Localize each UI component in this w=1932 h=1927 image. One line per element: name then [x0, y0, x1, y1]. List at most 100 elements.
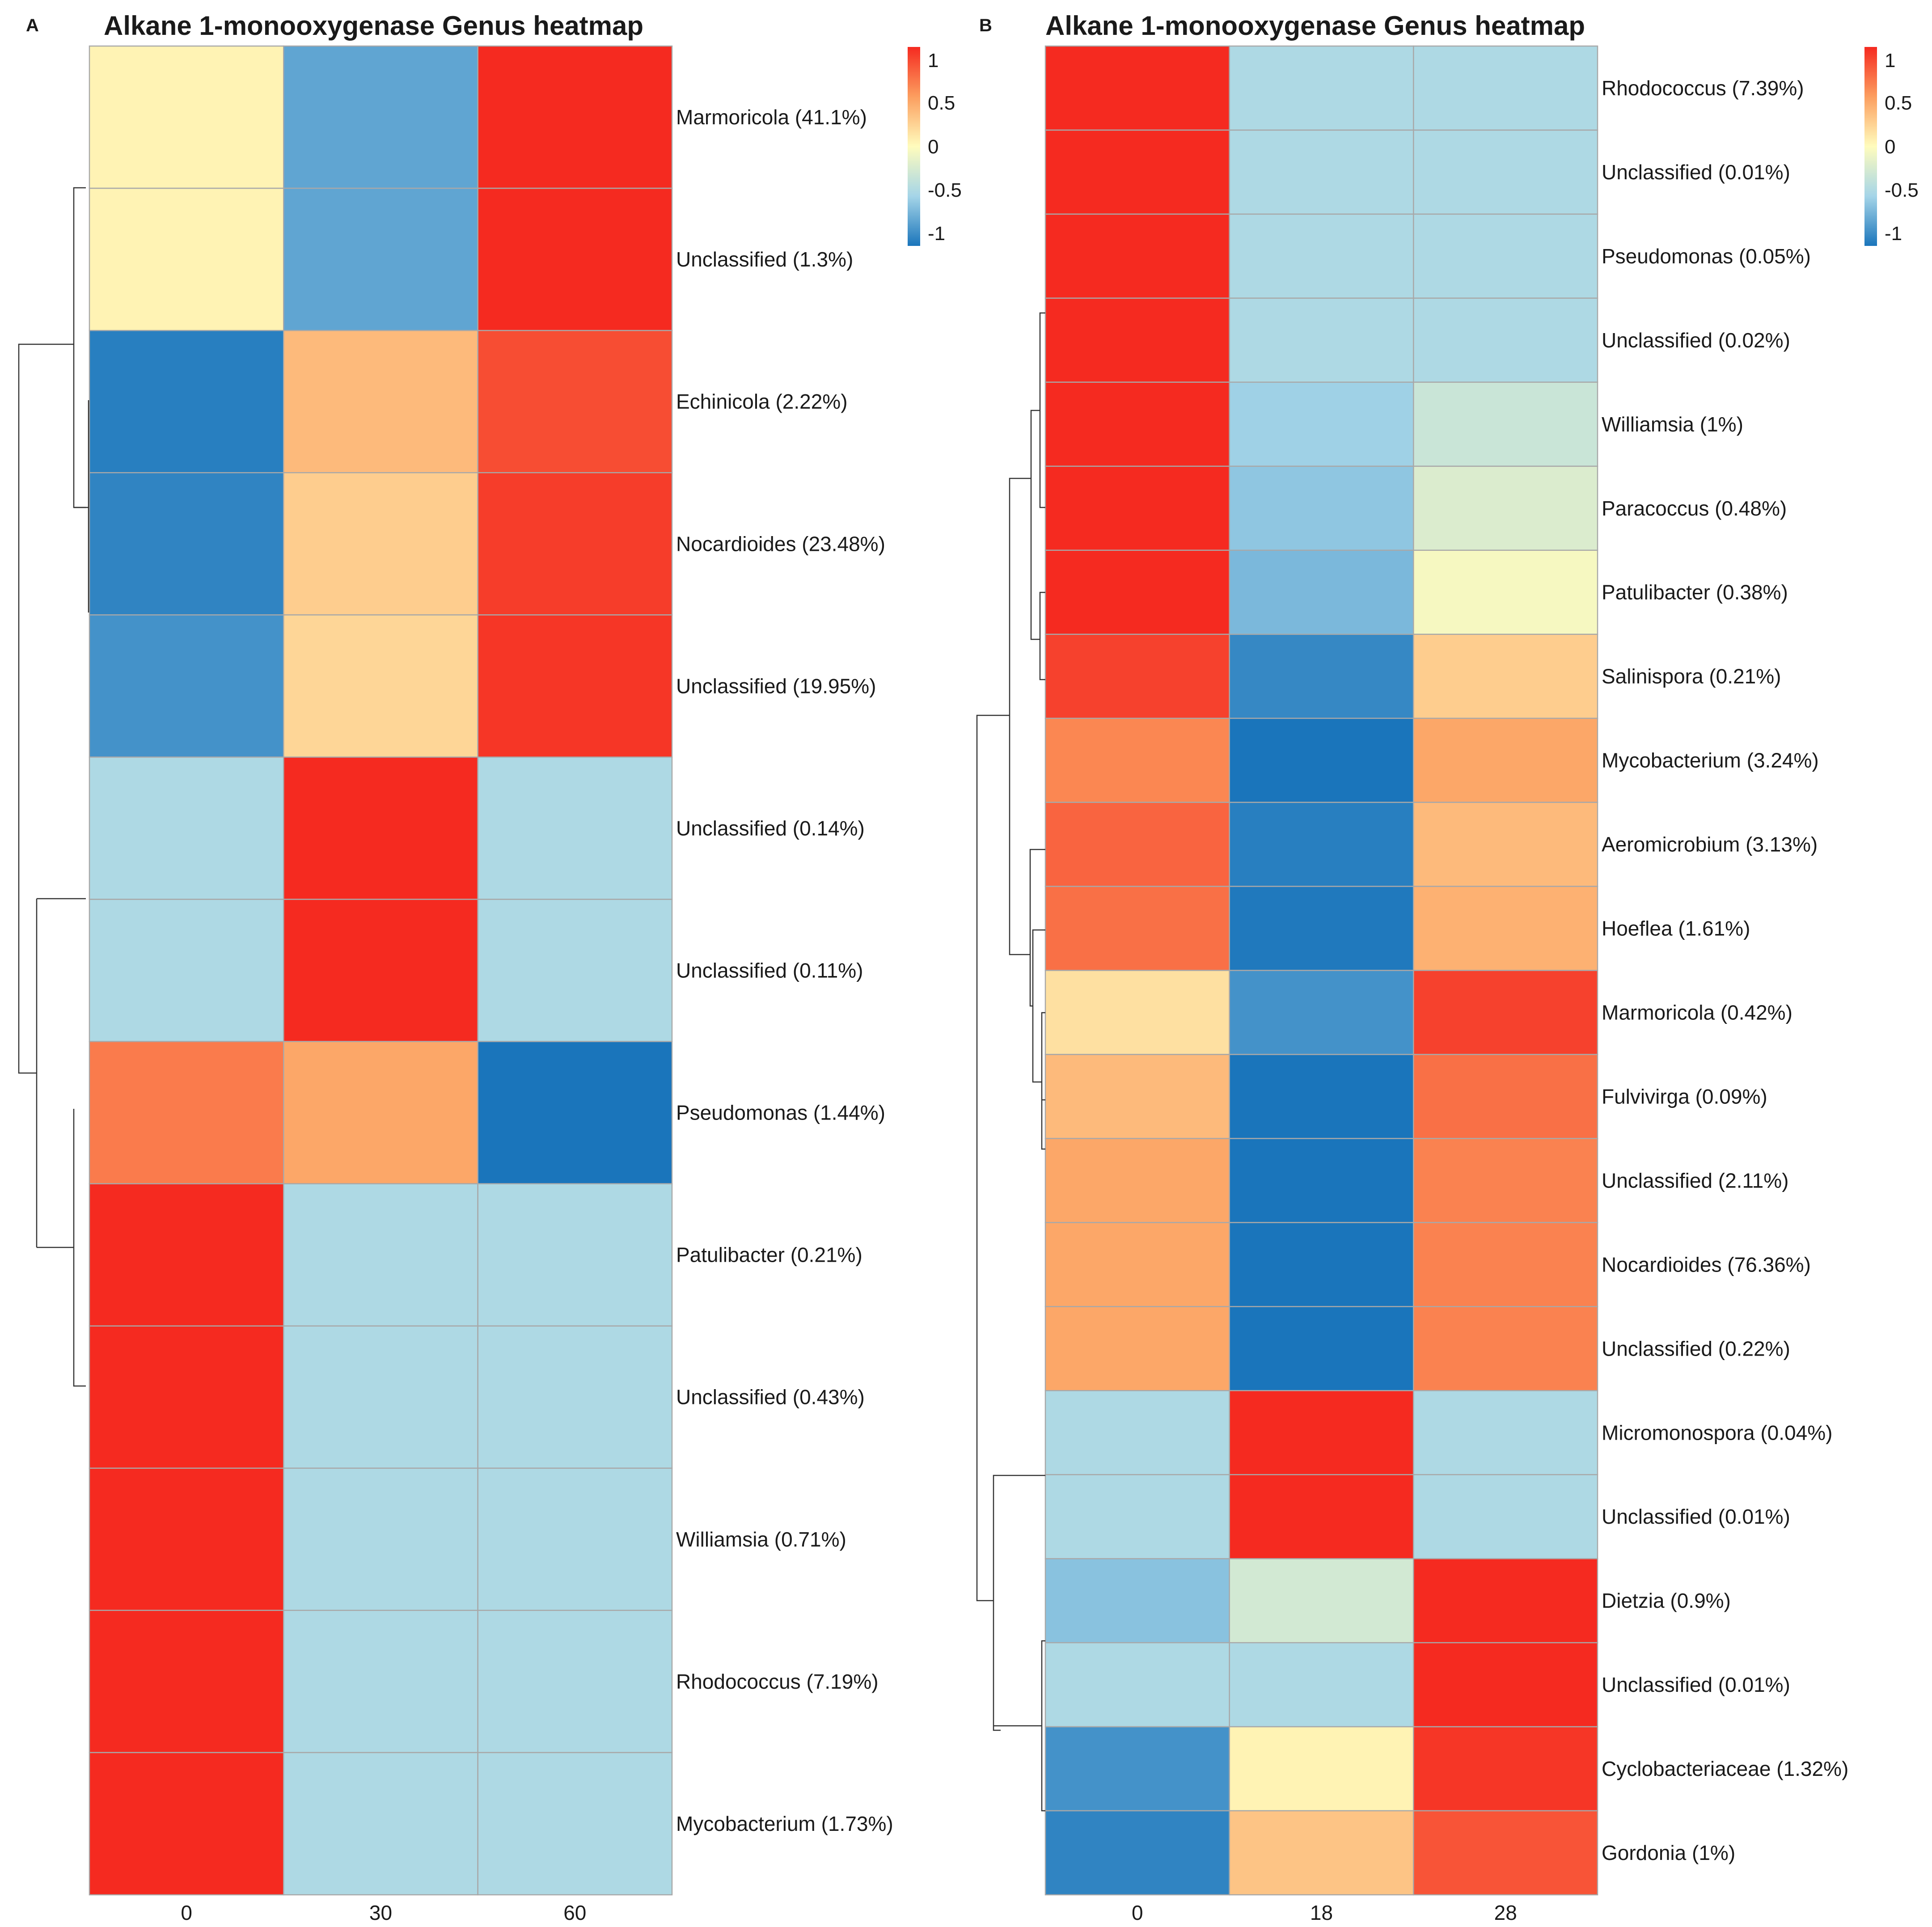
panel-b-dendrogram — [976, 312, 1045, 1812]
panel-b-heatmap-cell — [1413, 634, 1598, 719]
panel-b-legend-tick: 0.5 — [1885, 92, 1912, 114]
panel-b: B Alkane 1-monooxygenase Genus heatmap R… — [976, 11, 1919, 1924]
panel-b-row-label: Unclassified (0.22%) — [1602, 1337, 1790, 1360]
panel-b-heatmap-cell — [1044, 1474, 1230, 1559]
panel-a-row-label: Rhodococcus (7.19%) — [676, 1670, 879, 1693]
panel-a-heatmap-cell — [283, 1467, 478, 1611]
panel-b-heatmap-cell — [1044, 1810, 1230, 1896]
panel-a-heatmap-cell — [89, 330, 284, 473]
panel-a-column-label: 0 — [181, 1901, 192, 1924]
panel-b-heatmap-cell — [1044, 213, 1230, 299]
panel-b-heatmap-cell — [1229, 129, 1414, 215]
panel-b-heatmap-cell — [1229, 1726, 1414, 1812]
panel-b-column-labels: 0 18 28 — [1132, 1901, 1517, 1924]
panel-b-heatmap-cell — [1413, 213, 1598, 299]
panel-b-heatmap-cell — [1229, 465, 1414, 551]
panel-a-column-label: 30 — [369, 1901, 392, 1924]
panel-b-heatmap-cell — [1229, 1390, 1414, 1475]
panel-b-heatmap-cell — [1413, 1474, 1598, 1559]
panel-b-heatmap-cell — [1413, 718, 1598, 803]
panel-a-heatmap-cell — [477, 45, 673, 189]
panel-a-row-label: Patulibacter (0.21%) — [676, 1243, 862, 1267]
panel-b-heatmap-cell — [1229, 1642, 1414, 1728]
panel-a-heatmap-cell — [89, 1183, 284, 1327]
panel-b-heatmap-cell — [1044, 465, 1230, 551]
panel-b-heatmap-cell — [1229, 549, 1414, 635]
panel-b-legend-bar — [1864, 47, 1877, 246]
panel-b-heatmap-cell — [1044, 1138, 1230, 1223]
panel-b-row-labels: Rhodococcus (7.39%) Unclassified (0.01%) P… — [1602, 76, 1848, 1864]
panel-a-row-label: Echinicola (2.22%) — [676, 390, 848, 413]
panel-a-legend-tick: 0.5 — [928, 92, 955, 114]
panel-a-legend-tick: -0.5 — [928, 179, 962, 201]
panel-b-heatmap-cell — [1044, 129, 1230, 215]
panel-b-heatmap-cell — [1044, 718, 1230, 803]
panel-b-heatmap-cell — [1044, 886, 1230, 971]
panel-a-heatmap-cell — [283, 187, 478, 331]
panel-b-heatmap-cell — [1044, 45, 1230, 131]
panel-b-row-label: Pseudomonas (0.05%) — [1602, 245, 1811, 268]
panel-b-heatmap-cell — [1044, 1306, 1230, 1391]
panel-b-heatmap-cell — [1413, 549, 1598, 635]
panel-a-heatmap-cell — [283, 472, 478, 616]
panel-b-heatmap-cell — [1413, 381, 1598, 467]
panel-a-heatmap-cell — [283, 1041, 478, 1184]
panel-a-heatmap-cell — [283, 756, 478, 900]
panel-b-row-label: Unclassified (0.01%) — [1602, 1673, 1790, 1696]
panel-b-heatmap-cell — [1229, 1558, 1414, 1644]
panel-b-heatmap-cell — [1413, 802, 1598, 887]
panel-b-column-label: 28 — [1494, 1901, 1517, 1924]
panel-a-heatmap-cell — [477, 187, 673, 331]
panel-a-row-label: Unclassified (0.43%) — [676, 1386, 865, 1409]
panel-a-column-label: 60 — [563, 1901, 586, 1924]
panel-b-heatmap-cell — [1413, 1642, 1598, 1728]
panel-a-heatmap-cell — [477, 1325, 673, 1469]
panel-a-heatmap-cell — [89, 756, 284, 900]
panel-b-row-label: Paracoccus (0.48%) — [1602, 497, 1787, 520]
panel-b-heatmap-cell — [1229, 1306, 1414, 1391]
panel-b-legend-tick: -0.5 — [1885, 179, 1919, 201]
panel-b-column-label: 0 — [1132, 1901, 1143, 1924]
panel-b-row-label: Fulvivirga (0.09%) — [1602, 1085, 1767, 1108]
panel-a-heatmap-cell — [89, 1610, 284, 1754]
panel-b-heatmap-cell — [1229, 213, 1414, 299]
panel-b-row-label: Patulibacter (0.38%) — [1602, 581, 1788, 604]
panel-a-heatmap-cell — [89, 899, 284, 1042]
panel-a-title: Alkane 1-monooxygenase Genus heatmap — [104, 11, 643, 41]
panel-a-heatmap-cell — [477, 472, 673, 616]
panel-b-heatmap-cell — [1229, 381, 1414, 467]
panel-a-heatmap-cell — [477, 1183, 673, 1327]
panel-b-title: Alkane 1-monooxygenase Genus heatmap — [1045, 11, 1585, 41]
panel-a-heatmap-cell — [89, 1752, 284, 1896]
panel-a-row-label: Unclassified (0.11%) — [676, 959, 863, 982]
panel-a-row-label: Pseudomonas (1.44%) — [676, 1101, 885, 1124]
panel-b-row-label: Rhodococcus (7.39%) — [1602, 76, 1804, 100]
panel-b-heatmap-cell — [1229, 45, 1414, 131]
panel-b-row-label: Unclassified (2.11%) — [1602, 1169, 1788, 1192]
panel-b-row-label: Unclassified (0.01%) — [1602, 1505, 1790, 1528]
panel-b-heatmap-cell — [1413, 1054, 1598, 1139]
panel-a-column-labels: 0 30 60 — [181, 1901, 586, 1924]
panel-b-column-label: 18 — [1310, 1901, 1333, 1924]
panel-b-heatmap-cell — [1044, 802, 1230, 887]
panel-b-heatmap-cell — [1229, 886, 1414, 971]
panel-a-heatmap-cell — [477, 756, 673, 900]
panel-b-heatmap-cell — [1229, 1810, 1414, 1896]
panel-a-legend-bar — [908, 47, 920, 246]
panel-a-dendrogram — [18, 187, 89, 1387]
panel-a-row-label: Unclassified (19.95%) — [676, 674, 876, 697]
panel-a-heatmap-cell — [477, 614, 673, 758]
panel-b-heatmap-cell — [1229, 970, 1414, 1055]
panel-a-heatmap-cell — [283, 1752, 478, 1896]
panel-a-legend-tick: 1 — [928, 50, 939, 72]
panel-b-heatmap-cell — [1044, 1642, 1230, 1728]
panel-b-legend-tick: 0 — [1885, 136, 1895, 158]
panel-a-row-labels: Marmoricola (41.1%) Unclassified (1.3%) Ec… — [676, 106, 893, 1835]
panel-b-heatmap-cell — [1044, 1222, 1230, 1307]
panel-a-legend-tick: -1 — [928, 223, 945, 245]
panel-b-heatmap-cell — [1044, 634, 1230, 719]
panel-a-heatmap-cell — [477, 1041, 673, 1184]
panel-b-legend-tick: 1 — [1885, 50, 1895, 72]
panel-b-row-label: Gordonia (1%) — [1602, 1841, 1735, 1864]
